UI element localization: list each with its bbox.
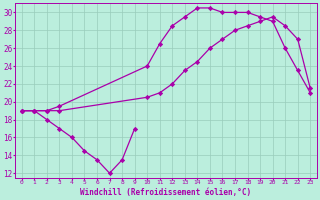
X-axis label: Windchill (Refroidissement éolien,°C): Windchill (Refroidissement éolien,°C) bbox=[80, 188, 252, 197]
